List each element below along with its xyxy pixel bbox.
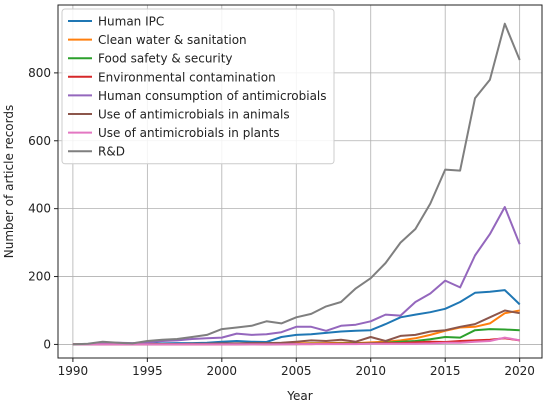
series-line-4 <box>72 206 521 346</box>
x-tick-label: 1995 <box>132 364 163 378</box>
y-tick-label: 0 <box>43 337 51 351</box>
x-tick-label: 2010 <box>355 364 386 378</box>
legend-label: Human consumption of antimicrobials <box>98 89 327 103</box>
legend: Human IPC Clean water & sanitation Food sa… <box>61 8 335 165</box>
y-tick-label: 800 <box>28 66 51 80</box>
series-line-7 <box>72 22 521 346</box>
series-lines <box>72 22 521 346</box>
x-tick-label: 2015 <box>430 364 461 378</box>
legend-label: Clean water & sanitation <box>98 33 247 47</box>
series-line-6 <box>72 336 520 346</box>
legend-label: Human IPC <box>98 15 164 29</box>
x-tick-label: 1990 <box>58 364 89 378</box>
y-axis-title: Number of article records <box>2 105 16 258</box>
x-axis-ticks: 1990 1995 2000 2005 2010 2015 2020 <box>58 358 535 378</box>
legend-label: R&D <box>98 145 125 159</box>
x-tick-label: 2000 <box>207 364 238 378</box>
legend-label: Use of antimicrobials in animals <box>98 108 290 122</box>
x-tick-label: 2005 <box>281 364 312 378</box>
legend-box <box>61 8 335 165</box>
y-axis-ticks: 0 200 400 600 800 <box>28 66 58 351</box>
legend-label: Use of antimicrobials in plants <box>98 126 280 140</box>
y-tick-label: 600 <box>28 134 51 148</box>
legend-label: Environmental contamination <box>98 70 276 84</box>
y-tick-label: 400 <box>28 202 51 216</box>
legend-label: Food safety & security <box>98 52 233 66</box>
x-axis-title: Year <box>286 389 312 403</box>
y-tick-label: 200 <box>28 270 51 284</box>
x-tick-label: 2020 <box>504 364 535 378</box>
plot-frame <box>57 4 543 359</box>
